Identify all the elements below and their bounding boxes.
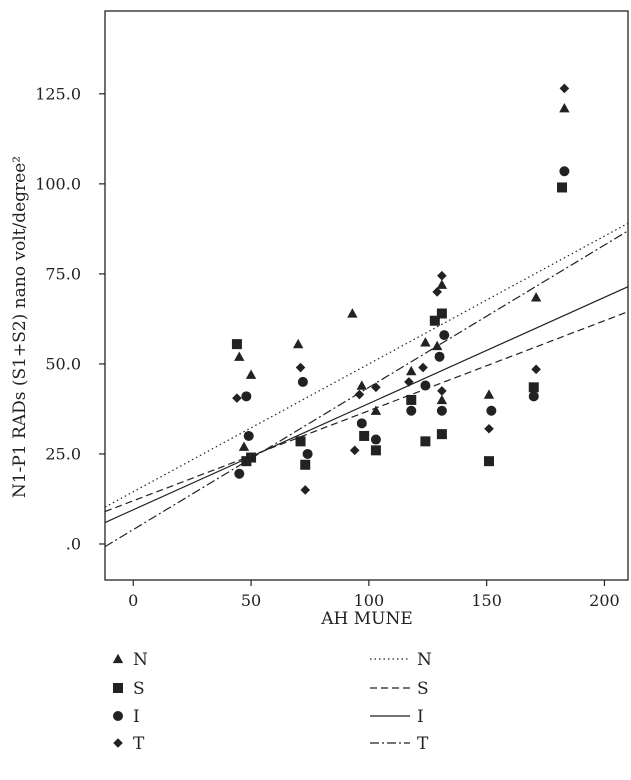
data-point-s <box>370 445 381 456</box>
x-tick-label: 150 <box>471 591 502 610</box>
data-point-i <box>439 330 450 341</box>
legend-line-label-i: I <box>417 707 424 727</box>
data-point-t <box>484 423 494 434</box>
data-point-i <box>406 405 417 416</box>
data-point-i <box>302 448 313 459</box>
data-point-i <box>434 351 445 362</box>
plot-frame <box>104 10 629 581</box>
data-point-s <box>436 429 447 440</box>
data-point-i <box>420 380 431 391</box>
data-point-n <box>420 337 431 347</box>
data-point-n <box>356 380 367 390</box>
series-n-points <box>234 103 570 451</box>
data-point-t <box>418 362 428 373</box>
x-tick-label: 0 <box>128 591 138 610</box>
legend-line-label-s: S <box>417 679 429 699</box>
y-tick-label: 50.0 <box>45 354 81 373</box>
data-point-i <box>241 391 252 402</box>
legend-label-s: S <box>133 679 145 699</box>
legend-marker-s <box>113 683 123 693</box>
regression-line-i <box>105 286 628 524</box>
data-point-n <box>431 340 443 351</box>
data-point-s <box>246 452 257 463</box>
data-point-s <box>359 430 370 441</box>
data-point-n <box>483 389 495 399</box>
data-point-i <box>559 166 570 177</box>
data-point-t <box>371 382 381 393</box>
data-point-s <box>231 339 242 350</box>
data-point-i <box>436 405 447 416</box>
data-point-s <box>557 182 568 193</box>
legend-label-n: N <box>133 650 148 670</box>
data-point-s <box>300 459 311 470</box>
legend-marker-i <box>113 711 123 721</box>
data-point-n <box>347 308 358 318</box>
data-point-n <box>530 292 542 302</box>
data-point-t <box>559 83 570 94</box>
data-point-t <box>437 386 447 396</box>
y-tick-label: .0 <box>66 534 81 553</box>
data-point-s <box>406 394 417 405</box>
x-tick-label: 50 <box>241 591 261 610</box>
data-point-n <box>292 338 304 349</box>
data-point-t <box>404 377 414 387</box>
data-point-s <box>420 436 431 447</box>
legend-line-label-t: T <box>417 734 429 754</box>
legend-line-label-n: N <box>417 650 432 670</box>
legend-marker-n <box>112 653 124 664</box>
series-t-points <box>232 83 570 495</box>
data-point-t <box>437 270 447 281</box>
series-i-points <box>234 166 570 479</box>
data-point-s <box>295 436 306 447</box>
series-s-points <box>231 182 568 470</box>
data-point-i <box>486 405 497 416</box>
y-tick-label: 25.0 <box>45 444 81 463</box>
legend-label-t: T <box>133 734 145 754</box>
data-point-s <box>528 382 539 393</box>
regression-line-s <box>105 311 628 513</box>
data-point-n <box>245 369 257 379</box>
data-point-i <box>234 468 245 479</box>
y-axis-title: N1-P1 RADs (S1+S2) nano volt/degree² <box>10 156 30 498</box>
data-point-s <box>429 315 440 326</box>
data-point-s <box>484 456 495 467</box>
data-point-t <box>432 287 442 297</box>
y-tick-label: 125.0 <box>35 84 81 103</box>
data-point-n <box>406 365 417 376</box>
y-tick-label: 75.0 <box>45 264 81 283</box>
legend-label-i: I <box>133 707 140 727</box>
data-point-i <box>356 418 367 429</box>
data-point-t <box>232 393 242 403</box>
data-point-i <box>243 430 254 441</box>
data-point-n <box>238 441 250 451</box>
data-point-n <box>559 103 570 113</box>
x-axis-ticks: 0 50 100 150 200 <box>128 580 620 610</box>
y-tick-label: 100.0 <box>35 174 81 193</box>
data-point-t <box>349 445 360 456</box>
data-point-i <box>528 391 539 402</box>
data-point-n <box>370 405 382 415</box>
regression-line-n <box>105 222 628 508</box>
x-tick-label: 200 <box>589 591 620 610</box>
regression-lines <box>105 222 628 548</box>
legend-marker-t <box>113 738 123 748</box>
data-point-n <box>436 394 448 405</box>
data-point-n <box>234 351 245 361</box>
regression-line-t <box>105 230 628 548</box>
data-point-i <box>370 434 381 445</box>
data-point-t <box>295 362 306 373</box>
data-point-t <box>354 389 365 400</box>
data-point-s <box>436 308 447 319</box>
data-point-t <box>531 364 541 375</box>
data-point-i <box>297 376 308 387</box>
data-point-n <box>436 279 448 289</box>
data-point-t <box>300 485 311 495</box>
plot-area <box>104 10 629 581</box>
y-axis-ticks: .0 25.0 50.0 75.0 100.0 125.0 <box>35 84 105 553</box>
x-axis-title: AH MUNE <box>320 609 413 629</box>
x-tick-label: 100 <box>354 591 385 610</box>
